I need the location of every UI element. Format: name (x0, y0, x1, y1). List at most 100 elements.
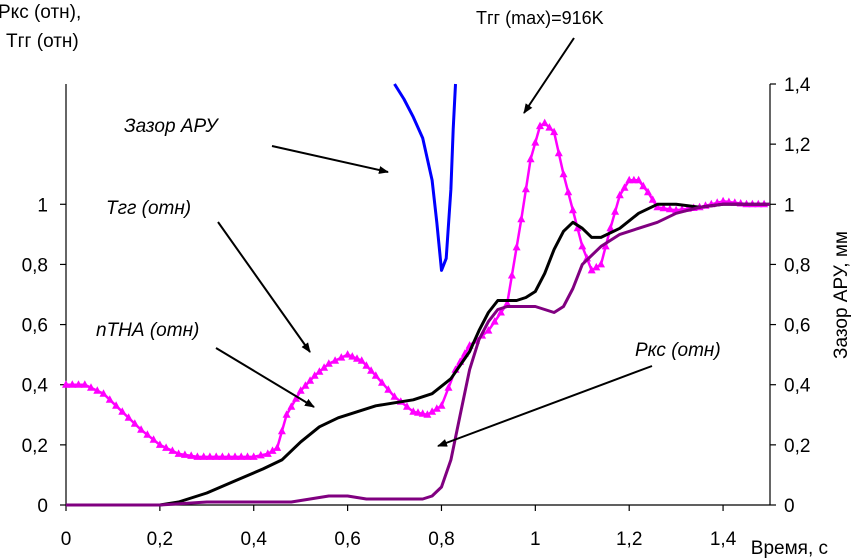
series-marker-тгг-отн (193, 452, 202, 460)
annotation-arrow-tgg-max (523, 37, 575, 114)
series-marker-тгг-отн (231, 452, 239, 460)
series-marker-тгг-отн (601, 241, 610, 250)
series-marker-тгг-отн (507, 271, 516, 279)
series-marker-тгг-отн (573, 223, 582, 232)
series-marker-тгг-отн (592, 262, 601, 271)
series-marker-тгг-отн (348, 352, 357, 360)
annotation-tgg-otn: Тгг (отн) (106, 198, 191, 219)
series-marker-тгг-отн (503, 299, 512, 307)
series-marker-тгг-отн (74, 380, 83, 388)
series-marker-тгг-отн (263, 449, 272, 457)
x-tick-label: 0,4 (241, 529, 268, 550)
series-marker-тгг-отн (545, 123, 554, 131)
series-marker-тгг-отн (644, 187, 652, 196)
x-tick-label: 1,2 (616, 529, 642, 550)
series-marker-тгг-отн (414, 408, 422, 416)
x-tick-label: 0,8 (428, 529, 454, 550)
series-marker-тгг-отн (526, 154, 535, 163)
series-line-nтна-отн (66, 202, 770, 507)
series-marker-тгг-отн (137, 425, 146, 433)
series-marker-тгг-отн (124, 413, 133, 421)
series-marker-тгг-отн (536, 121, 544, 130)
y-right-tick-label: 1 (784, 195, 795, 216)
series-marker-тгг-отн (118, 407, 127, 415)
series-marker-тгг-отн (634, 175, 643, 184)
x-tick-label: 0 (61, 529, 72, 550)
series-marker-тгг-отн (554, 148, 563, 157)
series-marker-тгг-отн (306, 376, 315, 384)
series-marker-тгг-отн (568, 205, 577, 214)
y-right-tick-label: 0 (784, 496, 795, 517)
series-marker-тгг-отн (337, 353, 346, 361)
series-marker-тгг-отн (564, 187, 573, 196)
series-marker-тгг-отн (187, 451, 196, 459)
series-marker-тгг-отн (224, 452, 233, 460)
series-marker-тгг-отн (490, 317, 499, 325)
series-marker-тгг-отн (218, 452, 227, 460)
x-tick-label: 0,2 (147, 529, 173, 550)
y-right-tick-label: 0,2 (784, 436, 810, 457)
series-marker-тгг-отн (162, 443, 171, 451)
series-marker-тгг-отн (665, 204, 674, 213)
series-marker-тгг-отн (273, 443, 282, 451)
series-marker-тгг-отн (249, 452, 258, 460)
series-marker-тгг-отн (428, 407, 437, 415)
series-marker-тгг-отн (174, 449, 183, 457)
series-marker-тгг-отн (296, 386, 305, 394)
series-marker-тгг-отн (310, 371, 319, 379)
series-marker-тгг-отн (331, 356, 340, 364)
series-marker-тгг-отн (403, 402, 411, 410)
annotation-tgg-max: Тгг (max)=916K (476, 8, 604, 28)
series-marker-тгг-отн (130, 419, 139, 427)
series-marker-тгг-отн (597, 259, 605, 268)
series-marker-тгг-отн (205, 452, 214, 460)
y-right-tick-label: 1,4 (784, 75, 811, 96)
series-marker-тгг-отн (93, 386, 102, 394)
x-tick-label: 1 (530, 529, 541, 550)
series-marker-тгг-отн (540, 118, 549, 127)
y-left-tick-label: 1 (37, 195, 48, 216)
series-marker-тгг-отн (301, 381, 310, 389)
series-marker-тгг-отн (550, 127, 559, 136)
series-marker-тгг-отн (168, 446, 177, 454)
series-line-зазор-ару (393, 83, 457, 272)
series-marker-тгг-отн (390, 392, 399, 400)
series-marker-тгг-отн (112, 401, 121, 409)
annotation-arrow-tgg-otn (217, 221, 311, 353)
series-marker-тгг-отн (432, 404, 441, 412)
right-axis-title: Зазор АРУ, мм (831, 231, 852, 359)
series-marker-тгг-отн (180, 450, 189, 458)
series-marker-тгг-отн (517, 214, 526, 223)
left-axis-title-line2: Тгг (отн) (6, 31, 79, 52)
annotation-zazor-aru: Зазор АРУ (124, 116, 219, 137)
series-marker-тгг-отн (444, 383, 453, 391)
series-marker-тгг-отн (143, 430, 152, 438)
series-marker-тгг-отн (409, 407, 418, 415)
series-marker-тгг-отн (521, 184, 530, 193)
series-marker-тгг-отн (292, 394, 300, 402)
x-tick-label: 0,6 (334, 529, 360, 550)
series-marker-тгг-отн (587, 265, 596, 274)
y-left-tick-label: 0,8 (22, 255, 48, 276)
series-marker-тгг-отн (620, 183, 629, 191)
series-line-ркс-отн (66, 202, 770, 507)
annotation-rks-otn: Ркс (отн) (635, 340, 721, 361)
series-marker-тгг-отн (512, 242, 521, 251)
y-left-tick-label: 0,2 (22, 436, 48, 457)
series-marker-тгг-отн (80, 380, 89, 388)
series-marker-тгг-отн (149, 435, 158, 443)
y-right-tick-label: 0,4 (784, 376, 811, 397)
series-marker-тгг-отн (87, 383, 95, 391)
series-marker-тгг-отн (315, 367, 324, 375)
series-marker-тгг-отн (68, 380, 77, 388)
series-marker-тгг-отн (324, 359, 333, 367)
y-left-tick-label: 0,4 (22, 376, 49, 397)
series-marker-тгг-отн (212, 452, 221, 460)
series-marker-тгг-отн (418, 409, 427, 417)
series-marker-тгг-отн (287, 402, 296, 410)
series-marker-тгг-отн (362, 361, 371, 369)
series-marker-тгг-отн (282, 410, 291, 418)
series-marker-тгг-отн (423, 410, 432, 418)
series-line-тгг-отн (66, 121, 770, 459)
